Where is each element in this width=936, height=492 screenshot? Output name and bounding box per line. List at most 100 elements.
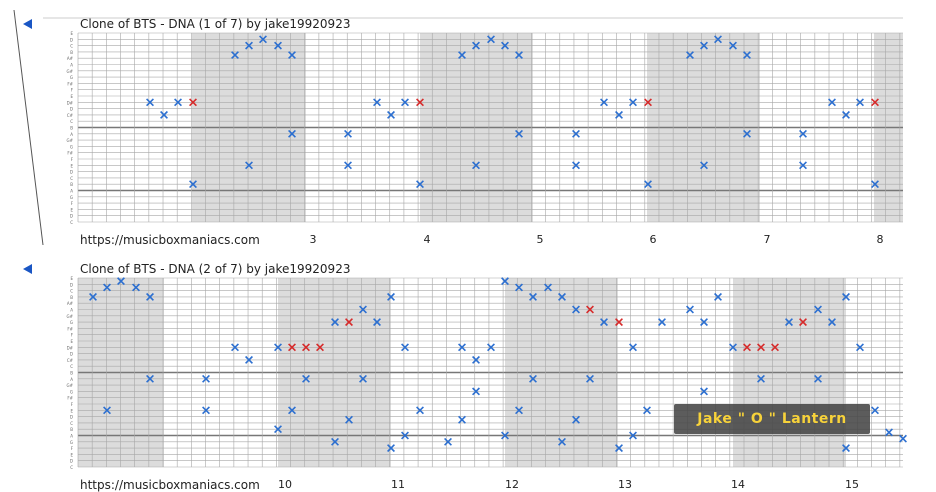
note-mark xyxy=(373,318,381,327)
pitch-label: G# xyxy=(67,69,74,74)
note-mark xyxy=(558,292,566,301)
score-strip-2: Clone of BTS - DNA (2 of 7) by jake19920… xyxy=(0,245,936,492)
pitch-label: A# xyxy=(67,301,74,306)
note-mark xyxy=(245,161,253,170)
measure-number: 4 xyxy=(423,233,431,246)
note-mark xyxy=(146,292,154,301)
note-mark xyxy=(302,343,310,352)
pitch-label: D xyxy=(70,214,73,219)
measure-number: 14 xyxy=(731,478,745,491)
note-mark xyxy=(828,98,836,107)
note-mark xyxy=(714,35,722,44)
note-mark xyxy=(743,343,751,352)
note-mark xyxy=(416,180,424,189)
site-url[interactable]: https://musicboxmaniacs.com xyxy=(80,478,260,492)
measure-number: 12 xyxy=(505,478,519,491)
note-mark xyxy=(871,180,879,189)
site-url[interactable]: https://musicboxmaniacs.com xyxy=(80,233,260,247)
note-mark xyxy=(871,406,879,415)
measure-number: 11 xyxy=(391,478,405,491)
note-mark xyxy=(401,343,409,352)
measure-number: 6 xyxy=(649,233,657,246)
note-mark xyxy=(658,318,666,327)
note-mark xyxy=(899,434,907,443)
watermark-text: Jake " O " Lantern xyxy=(697,411,847,427)
pitch-label: G# xyxy=(67,314,74,319)
note-mark xyxy=(799,318,807,327)
pitch-label: E xyxy=(70,31,73,36)
pitch-label: C# xyxy=(67,113,74,118)
note-mark xyxy=(472,161,480,170)
note-mark xyxy=(359,305,367,314)
pitch-label: G xyxy=(70,389,73,394)
pitch-label: E xyxy=(70,94,73,99)
pitch-label: G xyxy=(70,144,73,149)
note-mark xyxy=(274,425,282,434)
note-mark xyxy=(160,110,168,119)
pitch-label: F xyxy=(71,88,74,93)
pitch-label: E xyxy=(70,163,73,168)
measure-number: 7 xyxy=(763,233,771,246)
note-mark xyxy=(331,437,339,446)
note-mark xyxy=(202,374,210,383)
note-mark xyxy=(288,343,296,352)
note-mark xyxy=(743,51,751,60)
pitch-label: A xyxy=(70,434,73,439)
note-mark xyxy=(529,292,537,301)
pitch-label: D# xyxy=(67,345,74,350)
play-icon[interactable] xyxy=(23,264,32,274)
note-mark xyxy=(416,98,424,107)
pitch-label: D xyxy=(70,415,73,420)
pitch-label: F# xyxy=(67,326,73,331)
note-mark xyxy=(344,129,352,138)
note-mark xyxy=(515,406,523,415)
note-mark xyxy=(373,98,381,107)
pitch-label: C xyxy=(70,220,73,225)
note-mark xyxy=(629,343,637,352)
note-mark xyxy=(515,51,523,60)
note-mark xyxy=(572,305,580,314)
pitch-label: G# xyxy=(67,138,74,143)
play-icon[interactable] xyxy=(23,19,32,29)
note-mark xyxy=(344,161,352,170)
note-mark xyxy=(757,374,765,383)
note-mark xyxy=(757,343,765,352)
pitch-label: C xyxy=(70,176,73,181)
note-mark xyxy=(700,387,708,396)
note-mark xyxy=(387,292,395,301)
note-mark xyxy=(629,98,637,107)
note-mark xyxy=(288,51,296,60)
note-mark xyxy=(117,277,125,286)
pitch-label: F xyxy=(71,201,74,206)
pitch-label: D xyxy=(70,37,73,42)
note-mark xyxy=(871,98,879,107)
pitch-label: D xyxy=(70,107,73,112)
pitch-label: C xyxy=(70,119,73,124)
note-mark xyxy=(799,161,807,170)
note-mark xyxy=(686,305,694,314)
note-mark xyxy=(515,283,523,292)
note-mark xyxy=(856,98,864,107)
note-mark xyxy=(529,374,537,383)
note-mark xyxy=(458,343,466,352)
note-mark xyxy=(458,415,466,424)
note-mark xyxy=(274,343,282,352)
pitch-label: E xyxy=(70,276,73,281)
pitch-label: G# xyxy=(67,383,74,388)
strip-title: Clone of BTS - DNA (1 of 7) by jake19920… xyxy=(80,17,351,31)
strip-title: Clone of BTS - DNA (2 of 7) by jake19920… xyxy=(80,262,351,276)
note-mark xyxy=(586,305,594,314)
note-mark xyxy=(743,129,751,138)
note-mark xyxy=(814,305,822,314)
pitch-label: F# xyxy=(67,396,73,401)
pitch-label: E xyxy=(70,452,73,457)
note-mark xyxy=(515,129,523,138)
pitch-label: C xyxy=(70,364,73,369)
pitch-label: G xyxy=(70,75,73,80)
pitch-label: A xyxy=(70,132,73,137)
note-mark xyxy=(472,41,480,50)
pitch-label: A# xyxy=(67,56,74,61)
pitch-label: E xyxy=(70,207,73,212)
note-mark xyxy=(89,292,97,301)
